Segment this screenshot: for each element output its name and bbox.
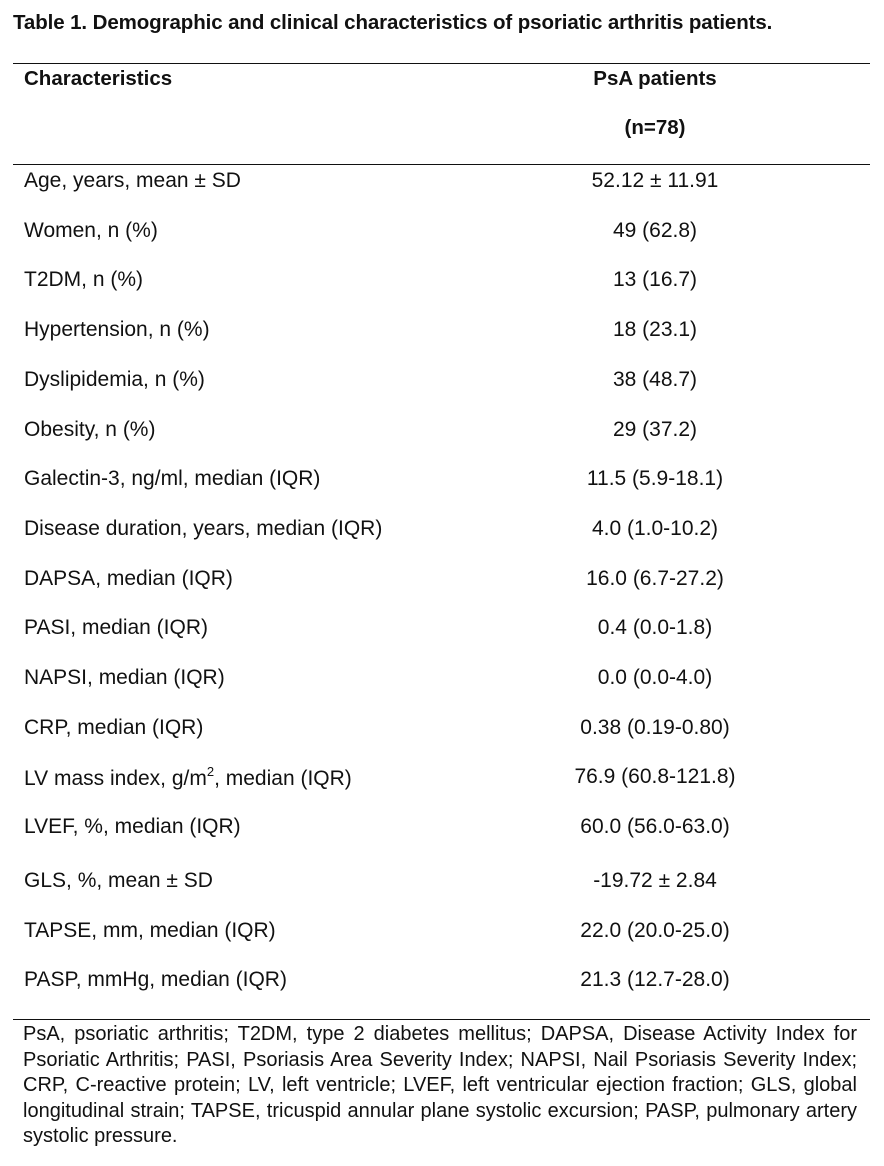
table-row: Disease duration, years, median (IQR) 4.…	[0, 517, 884, 547]
table-row: Galectin-3, ng/ml, median (IQR) 11.5 (5.…	[0, 467, 884, 497]
row-value: 29 (37.2)	[612, 417, 698, 441]
table-row: Women, n (%) 49 (62.8)	[0, 219, 884, 249]
table-row: Obesity, n (%) 29 (37.2)	[0, 418, 884, 448]
table-row: T2DM, n (%) 13 (16.7)	[0, 268, 884, 298]
row-label: CRP, median (IQR)	[24, 715, 204, 739]
row-value: 22.0 (20.0-25.0)	[580, 918, 730, 942]
row-value: 13 (16.7)	[612, 268, 698, 292]
table-row: TAPSE, mm, median (IQR) 22.0 (20.0-25.0)	[0, 919, 884, 949]
header-group-count: (n=78)	[624, 116, 686, 139]
row-label: Disease duration, years, median (IQR)	[24, 516, 383, 540]
row-value: 38 (48.7)	[612, 367, 698, 391]
row-label-text-tail: , median (IQR)	[214, 767, 352, 791]
row-label: PASP, mmHg, median (IQR)	[24, 968, 287, 992]
row-label: NAPSI, median (IQR)	[24, 666, 225, 689]
row-value: 0.4 (0.0-1.8)	[597, 616, 713, 640]
table-row: PASI, median (IQR) 0.4 (0.0-1.8)	[0, 616, 884, 646]
top-rule	[13, 63, 870, 64]
header-characteristics: Characteristics	[24, 67, 173, 90]
table-row: Dyslipidemia, n (%) 38 (48.7)	[0, 368, 884, 398]
row-label: LV mass index, g/m2, median (IQR)	[24, 764, 352, 791]
table-row: GLS, %, mean ± SD -19.72 ± 2.84	[0, 869, 884, 899]
row-value: 0.0 (0.0-4.0)	[597, 666, 713, 689]
row-label: T2DM, n (%)	[24, 268, 144, 292]
row-label: DAPSA, median (IQR)	[24, 566, 233, 590]
table-row: Hypertension, n (%) 18 (23.1)	[0, 318, 884, 348]
row-label: PASI, median (IQR)	[24, 616, 208, 640]
table-row: LVEF, %, median (IQR) 60.0 (56.0-63.0)	[0, 815, 884, 845]
row-label: LVEF, %, median (IQR)	[24, 815, 241, 839]
row-label: GLS, %, mean ± SD	[24, 868, 213, 892]
header-rule	[13, 164, 870, 165]
bottom-rule	[13, 1019, 870, 1020]
header-group-name: PsA patients	[593, 67, 717, 90]
row-value: 60.0 (56.0-63.0)	[580, 815, 730, 839]
row-value: 18 (23.1)	[612, 318, 698, 342]
table-caption: Table 1. Demographic and clinical charac…	[13, 11, 773, 34]
table-row: Age, years, mean ± SD 52.12 ± 11.91	[0, 169, 884, 199]
row-label-text: LV mass index, g/m	[24, 767, 207, 791]
row-label: Dyslipidemia, n (%)	[24, 367, 205, 391]
row-value: 76.9 (60.8-121.8)	[574, 765, 736, 789]
row-label: Obesity, n (%)	[24, 417, 156, 441]
row-value: 49 (62.8)	[612, 218, 698, 242]
superscript-two: 2	[206, 764, 215, 780]
table-row: CRP, median (IQR) 0.38 (0.19-0.80)	[0, 716, 884, 746]
row-value: 4.0 (1.0-10.2)	[591, 516, 719, 540]
row-label: Galectin-3, ng/ml, median (IQR)	[24, 467, 321, 491]
table-footnote: PsA, psoriatic arthritis; T2DM, type 2 d…	[23, 1023, 857, 1147]
row-label: TAPSE, mm, median (IQR)	[24, 918, 276, 942]
row-value: 21.3 (12.7-28.0)	[580, 968, 730, 992]
row-value: -19.72 ± 2.84	[593, 868, 717, 892]
row-label: Women, n (%)	[24, 218, 158, 242]
table-row: NAPSI, median (IQR) 0.0 (0.0-4.0)	[0, 666, 884, 696]
table-row: PASP, mmHg, median (IQR) 21.3 (12.7-28.0…	[0, 968, 884, 998]
row-value: 11.5 (5.9-18.1)	[586, 467, 724, 491]
row-label: Hypertension, n (%)	[24, 318, 210, 342]
row-value: 0.38 (0.19-0.80)	[580, 715, 730, 739]
table-row: DAPSA, median (IQR) 16.0 (6.7-27.2)	[0, 567, 884, 597]
row-value: 52.12 ± 11.91	[591, 169, 719, 192]
row-label: Age, years, mean ± SD	[24, 169, 241, 192]
table-row: LV mass index, g/m2, median (IQR) 76.9 (…	[0, 764, 884, 795]
row-value: 16.0 (6.7-27.2)	[586, 566, 724, 590]
